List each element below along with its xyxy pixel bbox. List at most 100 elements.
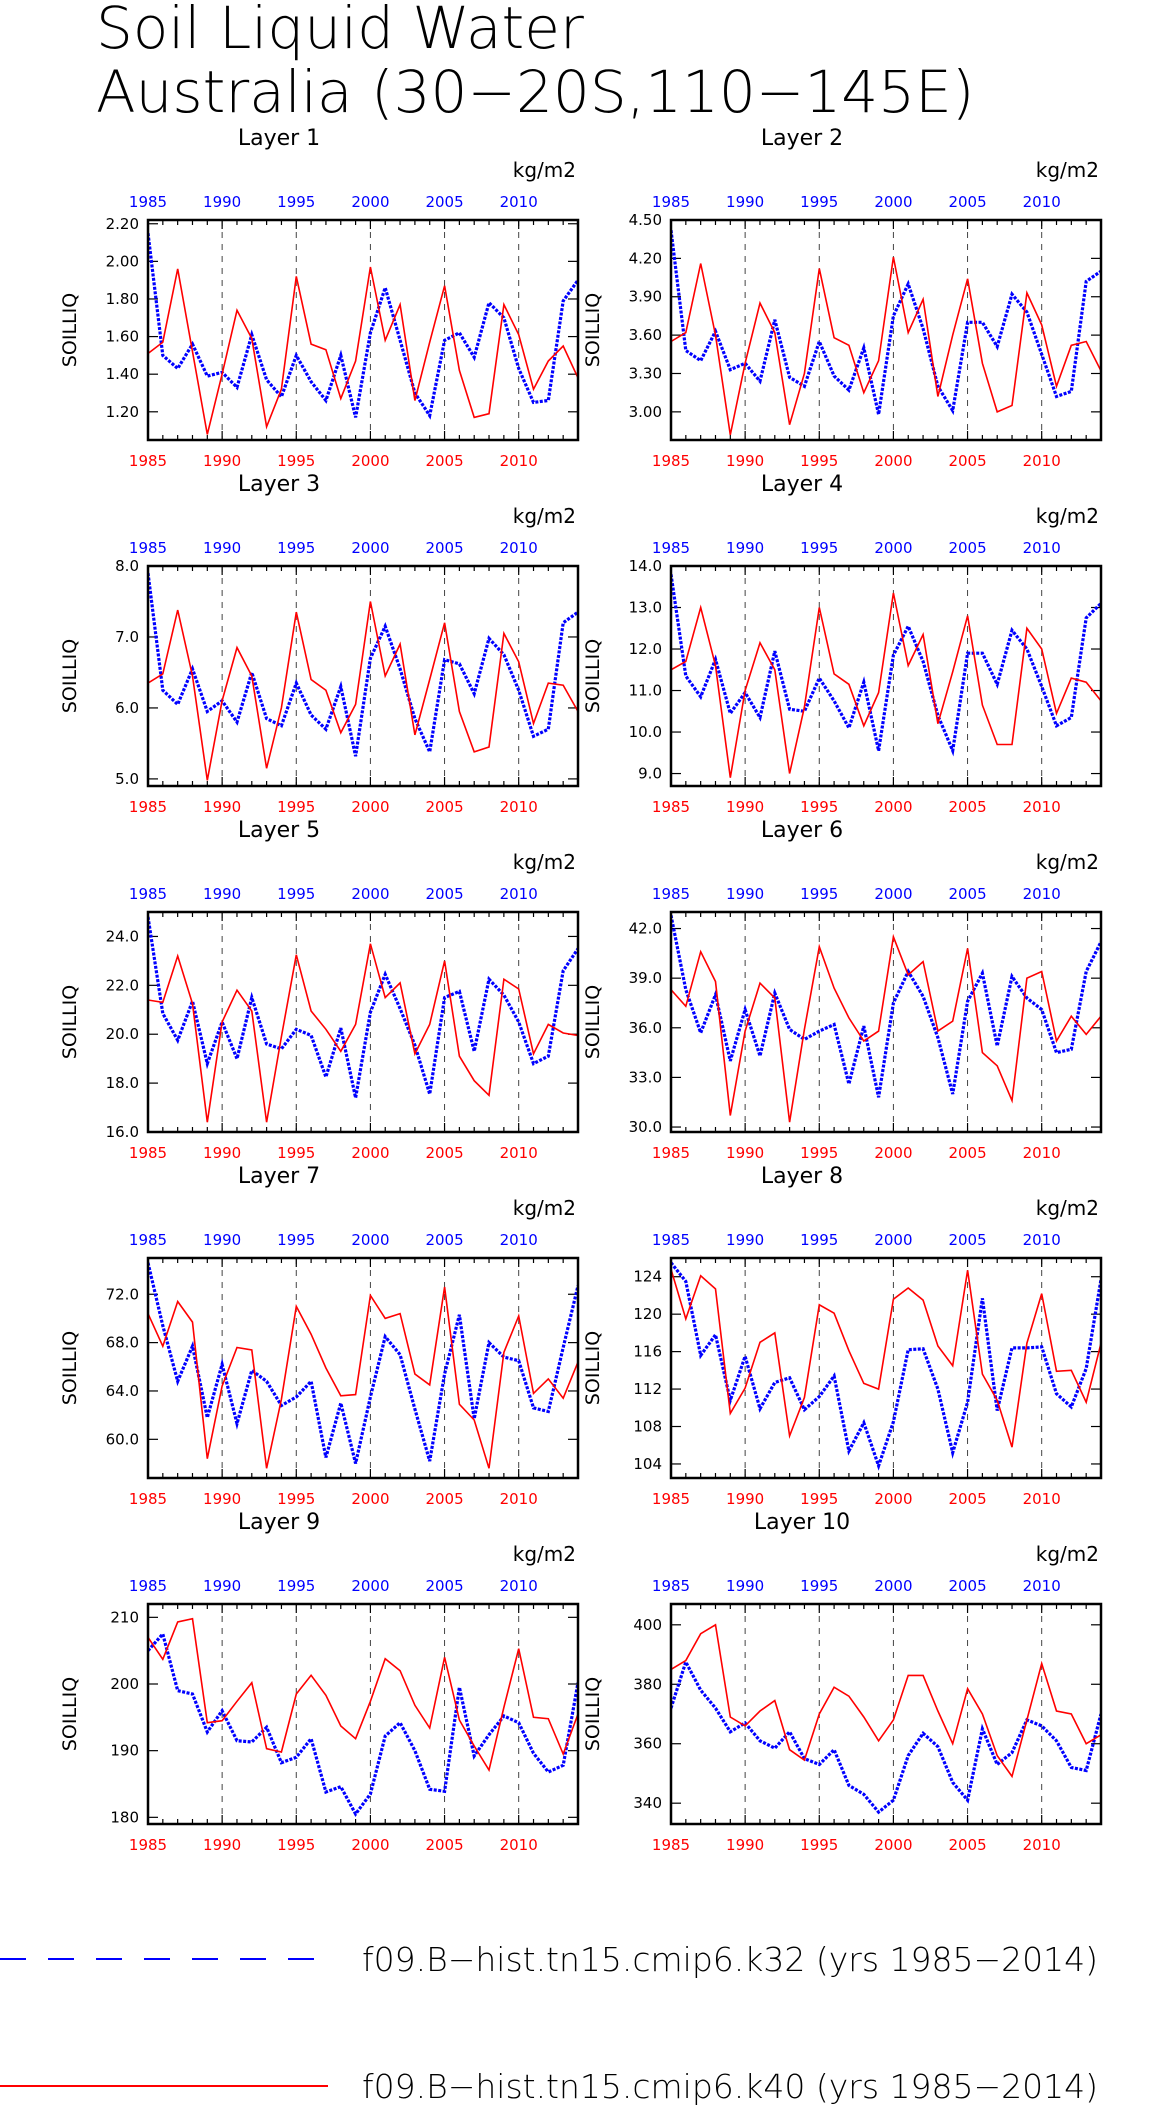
y-tick-label: 24.0 bbox=[106, 927, 139, 945]
x-tick-label-bottom: 1995 bbox=[277, 452, 315, 470]
x-tick-label-bottom: 1985 bbox=[652, 798, 690, 816]
y-axis-label: SOILLIQ bbox=[582, 1331, 604, 1405]
x-tick-label-bottom: 2000 bbox=[351, 1490, 389, 1508]
y-axis-label: SOILLIQ bbox=[59, 293, 81, 367]
x-tick-label-bottom: 1985 bbox=[129, 1836, 167, 1854]
x-tick-label-top: 2005 bbox=[948, 1577, 986, 1595]
x-tick-label-bottom: 2010 bbox=[1023, 1836, 1061, 1854]
series-k32-line bbox=[671, 574, 1101, 757]
panel-4: Layer 4 kg/m2 1985 1985 1990 1990 1995 1995 2000… bbox=[582, 472, 1103, 816]
panel-7: Layer 7 kg/m2 1985 1985 1990 1990 1995 1995 2000… bbox=[59, 1164, 580, 1508]
x-tick-label-top: 1985 bbox=[652, 193, 690, 211]
y-tick-label: 64.0 bbox=[106, 1382, 139, 1400]
x-tick-label-bottom: 2010 bbox=[500, 798, 538, 816]
panel-title: Layer 4 bbox=[761, 472, 843, 497]
x-tick-label-bottom: 2000 bbox=[874, 798, 912, 816]
x-tick-label-top: 2000 bbox=[874, 539, 912, 557]
x-tick-label-top: 2000 bbox=[874, 193, 912, 211]
x-tick-label-top: 2005 bbox=[948, 539, 986, 557]
y-tick-label: 190 bbox=[110, 1742, 139, 1760]
x-tick-label-bottom: 2000 bbox=[351, 1144, 389, 1162]
x-tick-label-top: 1990 bbox=[203, 1231, 241, 1249]
series-k40-line bbox=[148, 943, 578, 1123]
x-tick-label-bottom: 1990 bbox=[203, 798, 241, 816]
x-tick-label-top: 1990 bbox=[726, 1577, 764, 1595]
y-tick-label: 116 bbox=[633, 1343, 662, 1361]
x-tick-label-top: 2005 bbox=[425, 885, 463, 903]
x-tick-label-top: 2005 bbox=[425, 1577, 463, 1595]
y-tick-label: 104 bbox=[633, 1455, 662, 1473]
x-tick-label-top: 2005 bbox=[425, 1231, 463, 1249]
series-k40-line bbox=[671, 1268, 1101, 1448]
x-tick-label-bottom: 1995 bbox=[800, 798, 838, 816]
y-tick-label: 68.0 bbox=[106, 1334, 139, 1352]
panel-3: Layer 3 kg/m2 1985 1985 1990 1990 1995 1995 2000… bbox=[59, 472, 580, 816]
y-axis-label: SOILLIQ bbox=[582, 985, 604, 1059]
x-tick-label-top: 1990 bbox=[203, 885, 241, 903]
y-axis-label: SOILLIQ bbox=[582, 1677, 604, 1751]
x-tick-label-bottom: 2010 bbox=[1023, 452, 1061, 470]
y-tick-label: 6.0 bbox=[115, 699, 139, 717]
x-tick-label-bottom: 1985 bbox=[129, 798, 167, 816]
panel-8: Layer 8 kg/m2 1985 1985 1990 1990 1995 1995 2000… bbox=[582, 1164, 1103, 1508]
y-axis-label: SOILLIQ bbox=[59, 639, 81, 713]
x-tick-label-bottom: 1995 bbox=[277, 798, 315, 816]
x-tick-label-top: 1995 bbox=[277, 885, 315, 903]
panel-title: Layer 9 bbox=[238, 1510, 320, 1535]
panel-title: Layer 6 bbox=[761, 818, 843, 843]
x-tick-label-top: 1990 bbox=[726, 193, 764, 211]
x-tick-label-top: 2000 bbox=[351, 1577, 389, 1595]
x-tick-label-top: 1985 bbox=[652, 1231, 690, 1249]
x-tick-label-top: 1990 bbox=[203, 539, 241, 557]
x-tick-label-bottom: 2005 bbox=[948, 1836, 986, 1854]
y-axis-label: SOILLIQ bbox=[582, 639, 604, 713]
series-k32-line bbox=[671, 230, 1101, 416]
units-label: kg/m2 bbox=[1036, 850, 1099, 874]
legend: f09.B−hist.tn15.cmip6.k32 (yrs 1985−2014… bbox=[0, 1940, 1098, 2106]
x-tick-label-bottom: 2010 bbox=[500, 452, 538, 470]
x-tick-label-bottom: 1990 bbox=[203, 452, 241, 470]
x-tick-label-top: 1995 bbox=[800, 1231, 838, 1249]
x-tick-label-top: 2010 bbox=[1023, 539, 1061, 557]
x-tick-label-bottom: 1995 bbox=[800, 1144, 838, 1162]
x-tick-label-bottom: 2010 bbox=[500, 1490, 538, 1508]
panel-9: Layer 9 kg/m2 1985 1985 1990 1990 1995 1995 2000… bbox=[59, 1510, 580, 1854]
x-tick-label-bottom: 2000 bbox=[874, 1836, 912, 1854]
y-tick-label: 8.0 bbox=[115, 557, 139, 575]
x-tick-label-top: 1995 bbox=[277, 1577, 315, 1595]
x-tick-label-bottom: 2005 bbox=[425, 1144, 463, 1162]
x-tick-label-top: 2005 bbox=[948, 885, 986, 903]
y-tick-label: 33.0 bbox=[629, 1068, 662, 1086]
x-tick-label-top: 1985 bbox=[129, 1231, 167, 1249]
y-tick-label: 2.00 bbox=[106, 252, 139, 270]
y-tick-label: 18.0 bbox=[106, 1074, 139, 1092]
x-tick-label-bottom: 2005 bbox=[425, 1490, 463, 1508]
x-tick-label-top: 1985 bbox=[129, 193, 167, 211]
y-tick-label: 20.0 bbox=[106, 1025, 139, 1043]
x-tick-label-bottom: 2000 bbox=[874, 1490, 912, 1508]
x-tick-label-bottom: 2010 bbox=[1023, 1490, 1061, 1508]
y-tick-label: 380 bbox=[633, 1675, 662, 1693]
y-tick-label: 210 bbox=[110, 1608, 139, 1626]
plot-frame bbox=[669, 564, 1103, 788]
x-tick-label-bottom: 2000 bbox=[351, 452, 389, 470]
x-tick-label-top: 2010 bbox=[1023, 1577, 1061, 1595]
y-axis-label: SOILLIQ bbox=[59, 1677, 81, 1751]
units-label: kg/m2 bbox=[513, 158, 576, 182]
y-axis-label: SOILLIQ bbox=[59, 1331, 81, 1405]
units-label: kg/m2 bbox=[1036, 504, 1099, 528]
x-tick-label-bottom: 2000 bbox=[351, 1836, 389, 1854]
y-tick-label: 30.0 bbox=[629, 1118, 662, 1136]
series-k32-line bbox=[148, 916, 578, 1099]
panel-title: Layer 10 bbox=[754, 1510, 850, 1535]
plot-frame bbox=[146, 910, 580, 1134]
x-tick-label-bottom: 1990 bbox=[726, 1836, 764, 1854]
y-tick-label: 360 bbox=[633, 1735, 662, 1753]
panel-title: Layer 7 bbox=[238, 1164, 320, 1189]
x-tick-label-bottom: 1995 bbox=[277, 1490, 315, 1508]
x-tick-label-bottom: 1995 bbox=[800, 1836, 838, 1854]
series-k40-line bbox=[148, 266, 578, 435]
x-tick-label-bottom: 2005 bbox=[948, 1490, 986, 1508]
y-tick-label: 1.20 bbox=[106, 403, 139, 421]
y-tick-label: 3.00 bbox=[629, 403, 662, 421]
